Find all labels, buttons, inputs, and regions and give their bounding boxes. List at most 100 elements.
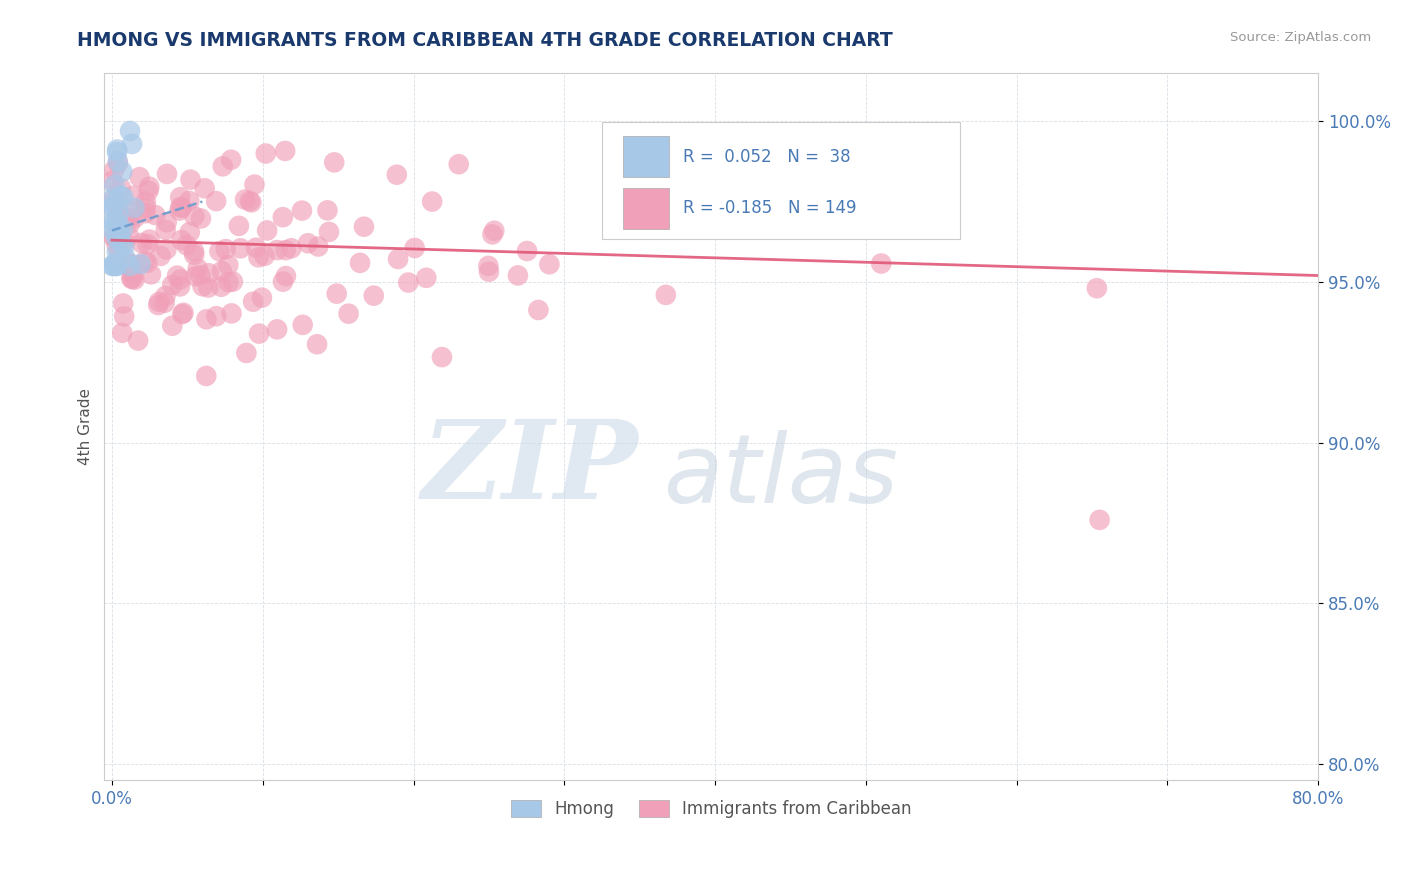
Point <box>104 226 127 240</box>
Point <box>153 295 176 310</box>
Point <box>124 272 146 286</box>
Point <box>110 236 132 251</box>
Text: ZIP: ZIP <box>422 416 638 523</box>
Point <box>111 222 134 236</box>
Point <box>101 202 124 216</box>
Point <box>218 275 240 289</box>
FancyBboxPatch shape <box>623 187 669 228</box>
Point <box>221 306 243 320</box>
Point <box>233 193 256 207</box>
Point <box>211 264 233 278</box>
Point <box>215 242 238 256</box>
Point <box>516 244 538 258</box>
Point <box>135 194 157 209</box>
Point <box>134 254 156 268</box>
Point <box>135 206 157 220</box>
Point <box>297 236 319 251</box>
Point <box>506 268 529 283</box>
Point <box>107 156 129 170</box>
Point <box>136 256 159 270</box>
Point <box>1088 513 1111 527</box>
Point <box>105 145 128 160</box>
Point <box>149 249 172 263</box>
Point <box>274 269 297 284</box>
Point <box>156 167 179 181</box>
Point <box>105 143 128 157</box>
Point <box>155 223 177 237</box>
Point <box>117 211 139 226</box>
Point <box>274 144 297 158</box>
Point <box>420 194 443 209</box>
Point <box>118 217 141 231</box>
Point <box>191 279 214 293</box>
Point <box>101 259 124 273</box>
Point <box>114 251 136 265</box>
Point <box>103 193 125 207</box>
Point <box>101 223 124 237</box>
Point <box>107 154 129 169</box>
Point <box>103 230 125 244</box>
Point <box>180 172 202 186</box>
Point <box>112 310 135 324</box>
Point <box>146 298 169 312</box>
Point <box>240 195 263 210</box>
Point <box>254 146 277 161</box>
Point <box>250 291 273 305</box>
Point <box>538 257 561 271</box>
Point <box>110 188 132 202</box>
Point <box>478 265 501 279</box>
Point <box>108 207 131 221</box>
Point <box>256 223 278 237</box>
Point <box>112 190 135 204</box>
Point <box>176 238 198 252</box>
Point <box>129 257 152 271</box>
Point <box>477 259 499 273</box>
Point <box>105 245 128 260</box>
Point <box>115 211 138 226</box>
FancyBboxPatch shape <box>602 122 960 239</box>
Point <box>114 235 136 250</box>
Point <box>274 243 297 257</box>
Point <box>138 233 160 247</box>
Point <box>136 237 159 252</box>
Point <box>190 268 212 283</box>
Point <box>139 268 162 282</box>
Point <box>104 257 127 271</box>
Point <box>103 195 125 210</box>
Point <box>271 210 294 224</box>
Point <box>121 272 143 286</box>
Point <box>111 326 134 340</box>
Point <box>107 214 129 228</box>
Point <box>162 318 184 333</box>
Point <box>118 229 141 244</box>
Text: R = -0.185   N = 149: R = -0.185 N = 149 <box>683 199 856 218</box>
Point <box>170 201 193 215</box>
Point <box>121 136 143 151</box>
Point <box>110 209 132 223</box>
Point <box>135 200 157 214</box>
Point <box>169 272 191 286</box>
Point <box>183 209 205 223</box>
Point <box>187 261 209 276</box>
Point <box>205 309 228 323</box>
Point <box>156 215 179 229</box>
Point <box>155 243 177 257</box>
Point <box>110 181 132 195</box>
Text: HMONG VS IMMIGRANTS FROM CARIBBEAN 4TH GRADE CORRELATION CHART: HMONG VS IMMIGRANTS FROM CARIBBEAN 4TH G… <box>77 31 893 50</box>
Point <box>112 240 135 254</box>
Point <box>105 218 128 232</box>
Point <box>166 268 188 283</box>
Point <box>148 295 170 310</box>
Legend: Hmong, Immigrants from Caribbean: Hmong, Immigrants from Caribbean <box>505 794 918 825</box>
Point <box>195 312 218 326</box>
Point <box>222 275 245 289</box>
Point <box>291 318 314 332</box>
Point <box>307 239 329 253</box>
Point <box>138 184 160 198</box>
Point <box>430 350 453 364</box>
Point <box>103 178 125 193</box>
Point <box>120 257 142 271</box>
Point <box>253 249 276 263</box>
Point <box>228 219 250 233</box>
Point <box>184 269 207 284</box>
